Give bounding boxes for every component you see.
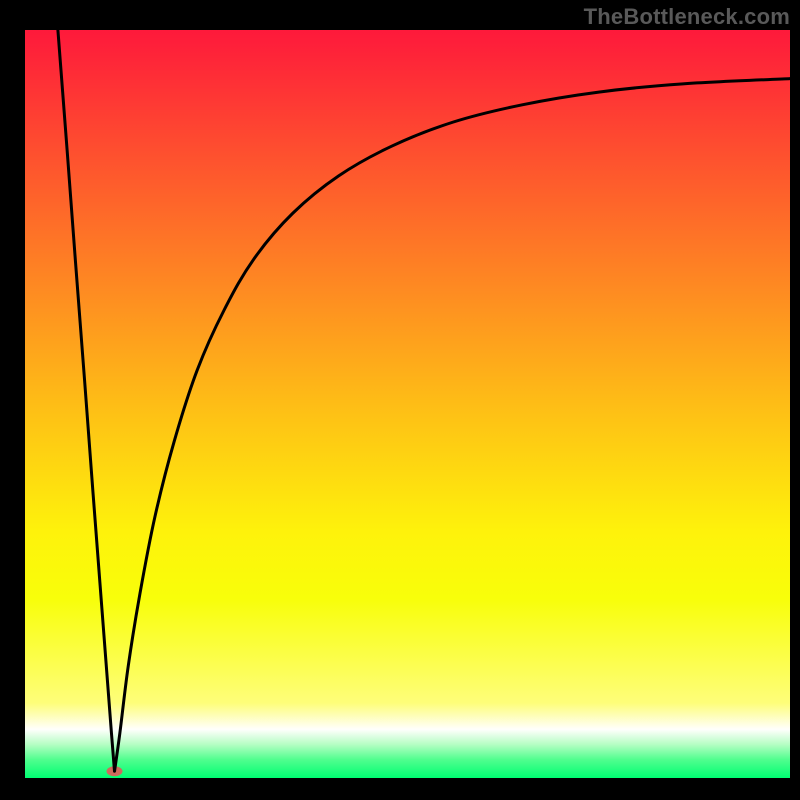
bottleneck-chart bbox=[0, 0, 800, 800]
chart-container: TheBottleneck.com bbox=[0, 0, 800, 800]
plot-background bbox=[25, 30, 790, 778]
watermark-text: TheBottleneck.com bbox=[584, 4, 790, 30]
